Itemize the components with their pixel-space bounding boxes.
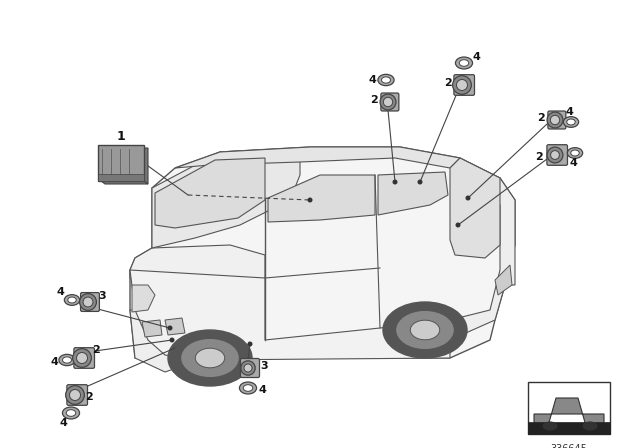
Ellipse shape bbox=[567, 119, 575, 125]
Ellipse shape bbox=[63, 357, 72, 363]
Text: 336645: 336645 bbox=[550, 444, 588, 448]
Polygon shape bbox=[98, 145, 144, 181]
Ellipse shape bbox=[168, 326, 173, 331]
Polygon shape bbox=[142, 320, 162, 337]
Text: 4: 4 bbox=[472, 52, 480, 62]
Polygon shape bbox=[165, 318, 185, 335]
Polygon shape bbox=[175, 147, 460, 168]
Ellipse shape bbox=[73, 349, 92, 367]
Text: 2: 2 bbox=[444, 78, 452, 88]
Bar bbox=[528, 422, 610, 434]
Polygon shape bbox=[495, 265, 512, 295]
Polygon shape bbox=[144, 148, 148, 184]
Ellipse shape bbox=[550, 115, 559, 125]
Ellipse shape bbox=[195, 348, 225, 368]
FancyBboxPatch shape bbox=[81, 293, 99, 311]
Text: 4: 4 bbox=[565, 107, 573, 117]
Polygon shape bbox=[152, 148, 300, 248]
Ellipse shape bbox=[67, 409, 76, 416]
Ellipse shape bbox=[168, 330, 252, 386]
Ellipse shape bbox=[77, 353, 88, 363]
Ellipse shape bbox=[456, 57, 472, 69]
FancyBboxPatch shape bbox=[74, 348, 95, 368]
Ellipse shape bbox=[460, 60, 468, 66]
FancyBboxPatch shape bbox=[241, 358, 259, 378]
Ellipse shape bbox=[59, 354, 75, 366]
Polygon shape bbox=[378, 172, 448, 215]
Ellipse shape bbox=[456, 223, 461, 228]
Ellipse shape bbox=[583, 422, 597, 430]
Ellipse shape bbox=[547, 147, 563, 163]
Ellipse shape bbox=[248, 341, 253, 346]
Text: 3: 3 bbox=[98, 291, 106, 301]
Polygon shape bbox=[98, 174, 144, 181]
Ellipse shape bbox=[452, 76, 471, 95]
FancyBboxPatch shape bbox=[548, 111, 566, 129]
Text: 2: 2 bbox=[85, 392, 93, 402]
Ellipse shape bbox=[396, 310, 454, 349]
Ellipse shape bbox=[307, 198, 312, 202]
Ellipse shape bbox=[567, 148, 582, 158]
Ellipse shape bbox=[244, 364, 252, 372]
Ellipse shape bbox=[70, 389, 81, 401]
Ellipse shape bbox=[456, 79, 467, 90]
Ellipse shape bbox=[417, 180, 422, 185]
Ellipse shape bbox=[383, 302, 467, 358]
Ellipse shape bbox=[68, 297, 76, 303]
FancyBboxPatch shape bbox=[67, 385, 88, 405]
Polygon shape bbox=[130, 245, 265, 295]
Ellipse shape bbox=[65, 295, 79, 306]
Text: 2: 2 bbox=[537, 113, 545, 123]
Ellipse shape bbox=[392, 180, 397, 185]
Ellipse shape bbox=[83, 297, 93, 307]
Polygon shape bbox=[268, 175, 375, 222]
Ellipse shape bbox=[180, 338, 239, 378]
Polygon shape bbox=[130, 310, 200, 372]
Ellipse shape bbox=[66, 386, 84, 405]
Polygon shape bbox=[155, 158, 265, 228]
Bar bbox=[528, 382, 610, 434]
Ellipse shape bbox=[378, 74, 394, 86]
Polygon shape bbox=[130, 270, 450, 360]
Text: 2: 2 bbox=[92, 345, 100, 355]
Ellipse shape bbox=[79, 293, 97, 310]
FancyBboxPatch shape bbox=[454, 75, 474, 95]
Ellipse shape bbox=[543, 422, 557, 430]
Polygon shape bbox=[450, 158, 515, 340]
Polygon shape bbox=[450, 158, 500, 258]
Polygon shape bbox=[534, 398, 604, 426]
Text: 2: 2 bbox=[370, 95, 378, 105]
Ellipse shape bbox=[410, 320, 440, 340]
Ellipse shape bbox=[383, 97, 393, 107]
Ellipse shape bbox=[63, 407, 79, 419]
Text: 4: 4 bbox=[569, 158, 577, 168]
Text: 3: 3 bbox=[260, 361, 268, 371]
Text: 4: 4 bbox=[50, 357, 58, 367]
Ellipse shape bbox=[571, 150, 579, 156]
Text: 4: 4 bbox=[59, 418, 67, 428]
Text: 4: 4 bbox=[56, 287, 64, 297]
Ellipse shape bbox=[380, 94, 396, 110]
Ellipse shape bbox=[381, 77, 390, 83]
Ellipse shape bbox=[465, 195, 470, 201]
Polygon shape bbox=[130, 147, 515, 358]
Polygon shape bbox=[132, 285, 155, 312]
Text: 2: 2 bbox=[535, 152, 543, 162]
Text: 1: 1 bbox=[116, 130, 125, 143]
Ellipse shape bbox=[563, 116, 579, 127]
Text: 4: 4 bbox=[368, 75, 376, 85]
FancyBboxPatch shape bbox=[547, 145, 568, 165]
Ellipse shape bbox=[550, 151, 559, 159]
Ellipse shape bbox=[170, 337, 175, 343]
FancyBboxPatch shape bbox=[381, 93, 399, 111]
Ellipse shape bbox=[547, 112, 563, 128]
Ellipse shape bbox=[243, 385, 253, 391]
Ellipse shape bbox=[241, 361, 255, 375]
Ellipse shape bbox=[239, 382, 257, 394]
Text: 4: 4 bbox=[258, 385, 266, 395]
Polygon shape bbox=[101, 181, 148, 184]
